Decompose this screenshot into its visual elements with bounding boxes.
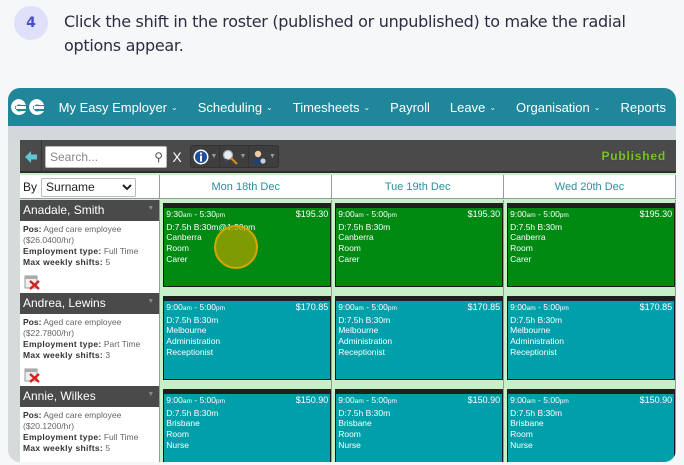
caret-down-icon[interactable]: ▼ (147, 391, 155, 398)
employee-name-header[interactable]: Andrea, Lewins ▼ (20, 293, 160, 314)
shift-cell[interactable]: 9:00am - 5:00pm $170.85 D:7.5h B:30m Mel… (504, 293, 676, 386)
shift-card[interactable]: 9:00am - 5:00pm $170.85 D:7.5h B:30m Mel… (163, 296, 332, 380)
employee-name-header[interactable]: Anadale, Smith ▼ (20, 200, 160, 221)
step-number-badge: 4 (14, 6, 48, 40)
shift-card[interactable]: 9:00am - 5:00pm $195.30 D:7.5h B:30m Can… (335, 203, 504, 287)
ee-logo-icon (11, 99, 45, 115)
unavailable-calendar-icon[interactable] (24, 367, 40, 383)
shift-price: $170.85 (467, 302, 501, 312)
caret-down-icon[interactable]: ▼ (147, 298, 155, 305)
info-icon (193, 149, 209, 164)
nav-my-easy-employer[interactable]: My Easy Employer ⌄ (58, 99, 178, 115)
shift-price: $170.85 (639, 302, 673, 312)
shift-price: $170.85 (295, 302, 329, 312)
employee-row: Annie, Wilkes ▼ Pos: Aged care employee … (20, 386, 676, 462)
roster-toolbar: ⚲ X ▼ ▼ (20, 140, 676, 173)
toolbar-icon-group: ▼ ▼ ▼ (190, 145, 279, 168)
day-header-tue[interactable]: Tue 19th Dec (332, 175, 505, 199)
caret-down-icon: ▼ (239, 153, 247, 160)
day-header-mon[interactable]: Mon 18th Dec (160, 175, 333, 199)
chevron-down-icon: ⌄ (363, 102, 371, 112)
shift-card[interactable]: 9:00am - 5:00pm $170.85 D:7.5h B:30m Mel… (507, 296, 676, 380)
chevron-down-icon: ⌄ (489, 102, 497, 112)
shift-card[interactable]: 9:00am - 5:00pm $170.85 D:7.5h B:30m Mel… (335, 296, 504, 380)
publish-status: Published (601, 149, 666, 163)
shift-cell[interactable]: 9:00am - 5:00pm $150.90 D:7.5h B:30m Bri… (160, 386, 333, 462)
shift-cell[interactable]: 9:00am - 5:00pm $195.30 D:7.5h B:30m Can… (504, 200, 676, 293)
shift-cell[interactable]: 9:00am - 5:00pm $150.90 D:7.5h B:30m Bri… (332, 386, 505, 462)
employee-info-cell: Andrea, Lewins ▼ Pos: Aged care employee… (20, 293, 161, 386)
shift-card[interactable]: 9:00am - 5:00pm $195.30 D:7.5h B:30m Can… (507, 203, 676, 287)
arrow-left-icon (24, 150, 37, 163)
nav-payroll[interactable]: Payroll (390, 99, 430, 115)
shift-price: $150.90 (295, 395, 329, 405)
nav-timesheets[interactable]: Timesheets ⌄ (292, 99, 371, 115)
employee-row: Anadale, Smith ▼ Pos: Aged care employee… (20, 200, 676, 293)
roster-grid: ⚲ X ▼ ▼ (20, 140, 676, 462)
shift-cell[interactable]: 9:00am - 5:00pm $170.85 D:7.5h B:30m Mel… (160, 293, 333, 386)
employee-info-cell: Anadale, Smith ▼ Pos: Aged care employee… (20, 200, 161, 293)
employee-details: Pos: Aged care employee ($22.7800/hr) Em… (23, 317, 141, 360)
shift-card[interactable]: 9:00am - 5:00pm $150.90 D:7.5h B:30m Bri… (163, 389, 332, 462)
nav-organisation[interactable]: Organisation ⌄ (516, 99, 601, 115)
nav-leave[interactable]: Leave ⌄ (449, 99, 497, 115)
shift-price: $195.30 (639, 209, 673, 219)
magnifier-person-icon (222, 149, 238, 165)
caret-down-icon: ▼ (269, 153, 276, 160)
step-text: Click the shift in the roster (published… (64, 12, 626, 55)
sort-control: By Surname (20, 175, 161, 199)
shift-card[interactable]: 9:00am - 5:00pm $150.90 D:7.5h B:30m Bri… (335, 389, 504, 462)
shift-cell[interactable]: 9:00am - 5:00pm $150.90 D:7.5h B:30m Bri… (504, 386, 676, 462)
shift-price: $195.30 (467, 209, 501, 219)
search-icon[interactable]: ⚲ (154, 150, 163, 164)
app-screenshot-frame: My Easy Employer ⌄ Scheduling ⌄ Timesheets… (8, 88, 676, 462)
employee-details: Pos: Aged care employee ($20.1200/hr) Em… (23, 410, 139, 453)
chevron-down-icon: ⌄ (593, 102, 601, 112)
caret-down-icon: ▼ (210, 153, 218, 160)
info-menu-button[interactable]: ▼ (191, 146, 220, 167)
user-settings-menu-button[interactable]: ▼ (249, 146, 278, 167)
shift-card[interactable]: 9:30am - 5:30pm $195.30 D:7.5h B:30m@1:3… (163, 203, 332, 287)
search-employee-menu-button[interactable]: ▼ (220, 146, 249, 167)
search-field[interactable]: ⚲ (45, 146, 167, 168)
shift-price: $150.90 (639, 395, 673, 405)
top-navbar: My Easy Employer ⌄ Scheduling ⌄ Timesheets… (8, 88, 676, 126)
step-instruction: 4 Click the shift in the roster (publish… (14, 6, 654, 66)
nav-reports[interactable]: Reports (620, 99, 666, 115)
unavailable-calendar-icon[interactable] (24, 274, 40, 290)
clear-search-button[interactable]: X (172, 149, 182, 165)
employee-info-cell: Annie, Wilkes ▼ Pos: Aged care employee … (20, 386, 161, 462)
chevron-down-icon: ⌄ (171, 102, 178, 112)
shift-price: $195.30 (295, 209, 329, 219)
sort-by-label: By (23, 180, 38, 194)
toolbar-spacer (8, 126, 676, 140)
easy-employer-logo[interactable] (8, 88, 49, 126)
back-button[interactable] (20, 140, 42, 173)
shift-cell[interactable]: 9:00am - 5:00pm $195.30 D:7.5h B:30m Can… (332, 200, 505, 293)
employee-row: Andrea, Lewins ▼ Pos: Aged care employee… (20, 293, 676, 386)
sort-by-select[interactable]: Surname (41, 177, 137, 197)
roster-header-row: By Surname Mon 18th Dec Tue 19th Dec Wed… (20, 175, 676, 199)
shift-cell[interactable]: 9:30am - 5:30pm $195.30 D:7.5h B:30m@1:3… (160, 200, 333, 293)
day-header-wed[interactable]: Wed 20th Dec (504, 175, 676, 199)
shift-cell[interactable]: 9:00am - 5:00pm $170.85 D:7.5h B:30m Mel… (332, 293, 505, 386)
nav-scheduling[interactable]: Scheduling ⌄ (197, 99, 273, 115)
user-settings-icon (253, 150, 266, 164)
search-input[interactable] (46, 150, 146, 164)
shift-card[interactable]: 9:00am - 5:00pm $150.90 D:7.5h B:30m Bri… (507, 389, 676, 462)
chevron-down-icon: ⌄ (266, 102, 273, 112)
shift-price: $150.90 (467, 395, 501, 405)
employee-details: Pos: Aged care employee ($26.0400/hr) Em… (23, 224, 139, 267)
employee-name-header[interactable]: Annie, Wilkes ▼ (20, 386, 160, 407)
caret-down-icon[interactable]: ▼ (147, 205, 155, 212)
